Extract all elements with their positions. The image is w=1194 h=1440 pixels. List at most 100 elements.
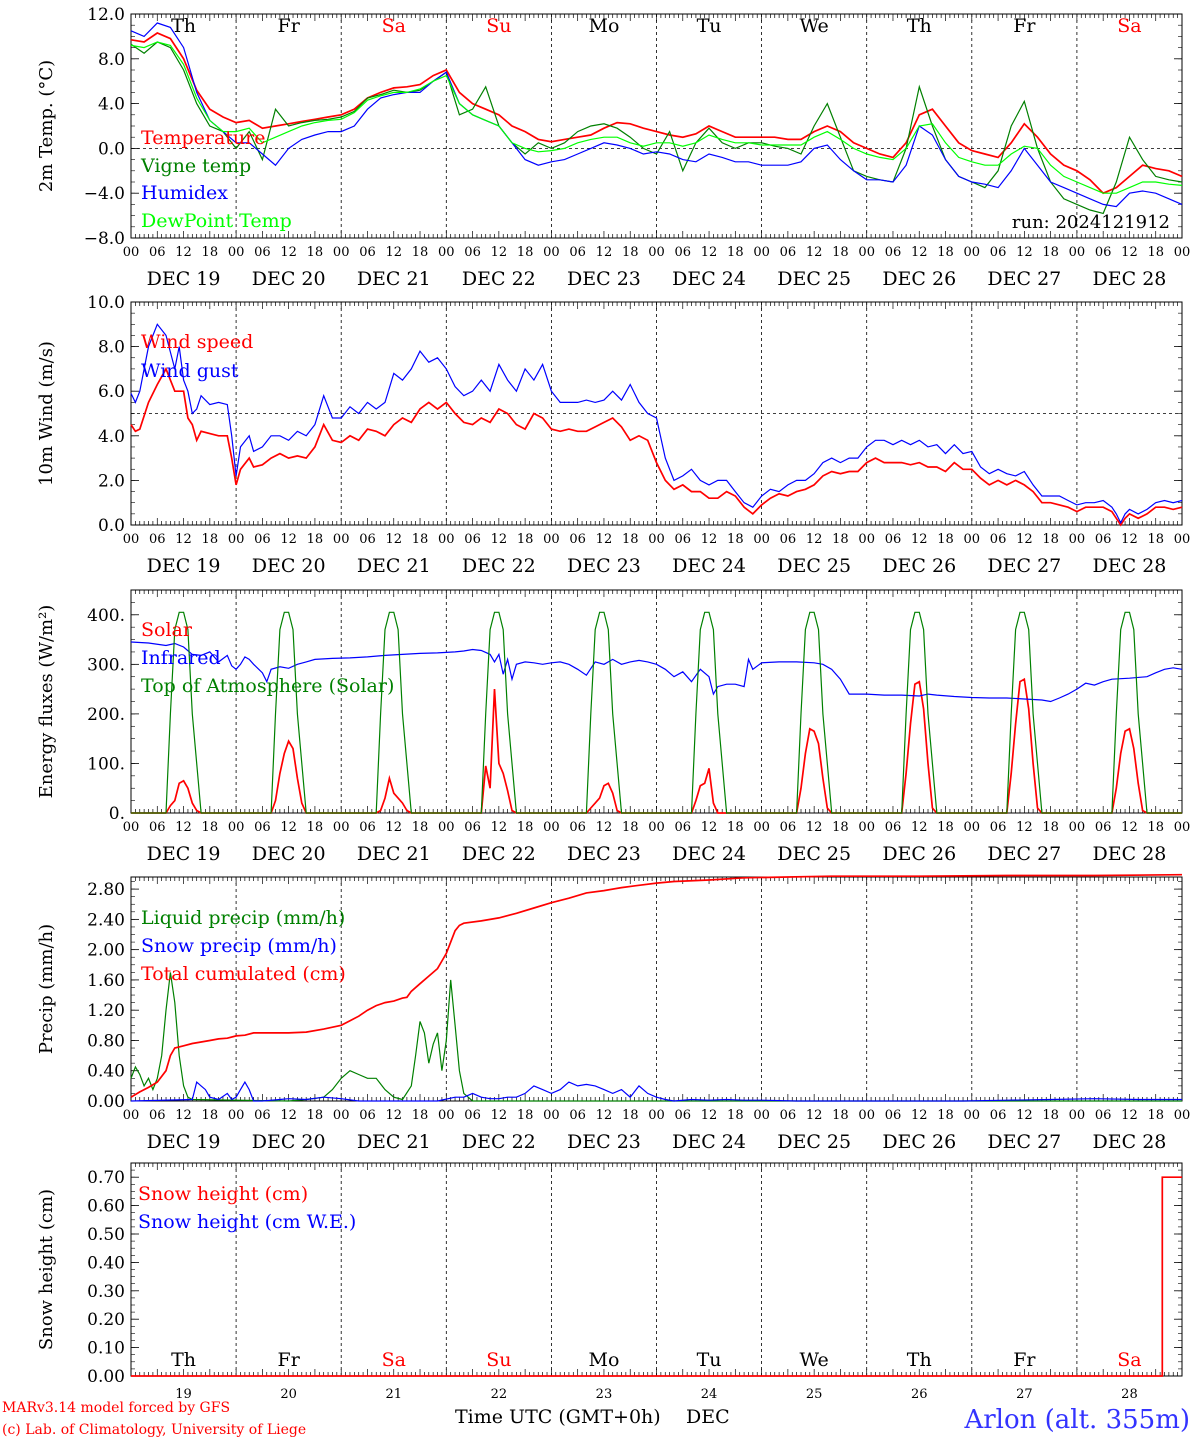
hour-tick-label: 00 (438, 532, 455, 547)
credit-line-lab: (c) Lab. of Climatology, University of L… (2, 1422, 306, 1438)
hour-tick-label: 06 (675, 532, 692, 547)
panels: −8.0 −4.0 0.0 4.0 8.0 12.0 2m Temp. (°C) 00 06 12… (36, 5, 1190, 1402)
y-tick-label: 0. (109, 804, 125, 824)
hour-tick-label: 18 (622, 820, 639, 835)
hour-tick-label: 18 (517, 820, 534, 835)
date-label: DEC 26 (882, 1131, 956, 1153)
y-axis-label: Precip (mm/h) (36, 924, 57, 1054)
y-tick-label: 2.00 (87, 941, 125, 961)
y-tick-label: 0.70 (87, 1168, 125, 1188)
date-label: DEC 19 (147, 555, 221, 577)
y-tick-label: 8.0 (98, 50, 125, 70)
date-label: DEC 20 (252, 268, 326, 290)
hour-tick-label: 06 (254, 1108, 271, 1123)
legend-label: Solar (141, 619, 193, 641)
date-label: DEC 25 (777, 555, 851, 577)
date-label: DEC 25 (777, 268, 851, 290)
hour-tick-label: 00 (964, 1108, 981, 1123)
series-line-humidex (130, 22, 1183, 208)
hour-tick-label: 12 (911, 820, 928, 835)
hour-tick-label: 00 (228, 820, 245, 835)
hour-tick-label: 12 (911, 1108, 928, 1123)
weekday-label: Sa (382, 15, 406, 37)
hour-tick-label: 00 (1069, 245, 1086, 260)
hour-tick-label: 18 (412, 820, 429, 835)
y-tick-label: 0.60 (87, 1197, 125, 1217)
hour-tick-label: 06 (149, 245, 166, 260)
hour-tick-label: 12 (596, 245, 613, 260)
date-label: DEC 21 (357, 843, 431, 865)
weekday-label: Su (486, 1349, 511, 1371)
hour-tick-label: 00 (123, 1108, 140, 1123)
series-line-total-cumulated-cm- (130, 873, 1183, 1098)
hour-tick-label: 12 (701, 532, 718, 547)
hour-tick-label: 18 (832, 532, 849, 547)
hour-tick-label: 12 (701, 1108, 718, 1123)
hour-tick-label: 18 (412, 532, 429, 547)
weekday-label: Th (907, 1349, 932, 1371)
hour-tick-label: 12 (806, 820, 823, 835)
series-line-wind-speed (130, 366, 1183, 527)
weekday-label: We (800, 15, 829, 37)
hour-tick-label: 12 (175, 532, 192, 547)
hour-tick-label: 06 (464, 245, 481, 260)
hour-tick-label: 00 (228, 1108, 245, 1123)
date-label: DEC 22 (462, 843, 536, 865)
hour-tick-label: 12 (175, 1108, 192, 1123)
hour-tick-label: 06 (464, 820, 481, 835)
y-tick-label: 0.20 (87, 1310, 125, 1330)
hour-tick-label: 12 (175, 245, 192, 260)
series-line-liquid-precip-mm-h- (130, 972, 1182, 1102)
hour-tick-label: 18 (1147, 1108, 1164, 1123)
hour-tick-label: 12 (701, 820, 718, 835)
date-label: DEC 25 (777, 843, 851, 865)
hour-tick-label: 06 (569, 820, 586, 835)
hour-tick-label: 00 (1174, 1108, 1191, 1123)
hour-tick-label: 06 (569, 1108, 586, 1123)
date-label: DEC 23 (567, 1131, 641, 1153)
y-tick-label: 10.0 (87, 293, 125, 313)
hour-tick-label: 12 (491, 532, 508, 547)
hour-tick-label: 18 (412, 1108, 429, 1123)
hour-tick-label: 00 (228, 245, 245, 260)
hour-tick-label: 06 (990, 532, 1007, 547)
hour-tick-label: 06 (569, 245, 586, 260)
date-label: DEC 24 (672, 268, 746, 290)
date-label: DEC 21 (357, 1131, 431, 1153)
date-label: DEC 28 (1093, 843, 1167, 865)
hour-tick-label: 06 (990, 1108, 1007, 1123)
hour-tick-label: 06 (780, 1108, 797, 1123)
weekday-label: Th (171, 1349, 196, 1371)
date-label: DEC 26 (882, 268, 956, 290)
hour-tick-label: 12 (491, 820, 508, 835)
legend-label: Snow height (cm) (138, 1183, 308, 1205)
hour-tick-label: 06 (1095, 245, 1112, 260)
hour-tick-label: 00 (333, 820, 350, 835)
hour-tick-label: 06 (464, 1108, 481, 1123)
legend-label: Top of Atmosphere (Solar) (141, 675, 394, 697)
hour-tick-label: 06 (780, 245, 797, 260)
y-tick-label: 1.20 (87, 1001, 125, 1021)
hour-tick-label: 12 (385, 1108, 402, 1123)
date-label: DEC 24 (672, 843, 746, 865)
hour-tick-label: 06 (254, 245, 271, 260)
hour-tick-label: 12 (385, 245, 402, 260)
hour-tick-label: 12 (491, 1108, 508, 1123)
weekday-label: Sa (1117, 1349, 1141, 1371)
weekday-label: Fr (278, 15, 301, 37)
y-tick-label: 200. (87, 705, 125, 725)
hour-tick-label: 00 (438, 1108, 455, 1123)
x-axis-title: Time UTC (GMT+0h) (455, 1406, 661, 1428)
hour-tick-label: 18 (517, 532, 534, 547)
hour-tick-label: 06 (1095, 1108, 1112, 1123)
hour-tick-label: 18 (202, 1108, 219, 1123)
hour-tick-label: 18 (202, 532, 219, 547)
day-number-label: 22 (491, 1387, 508, 1402)
day-number-label: 24 (701, 1387, 718, 1402)
hour-tick-label: 00 (123, 820, 140, 835)
hour-tick-label: 00 (543, 1108, 560, 1123)
plot-frame (130, 589, 1183, 814)
y-tick-label: 8.0 (98, 338, 125, 358)
hour-tick-label: 18 (1147, 820, 1164, 835)
date-label: DEC 27 (987, 268, 1061, 290)
